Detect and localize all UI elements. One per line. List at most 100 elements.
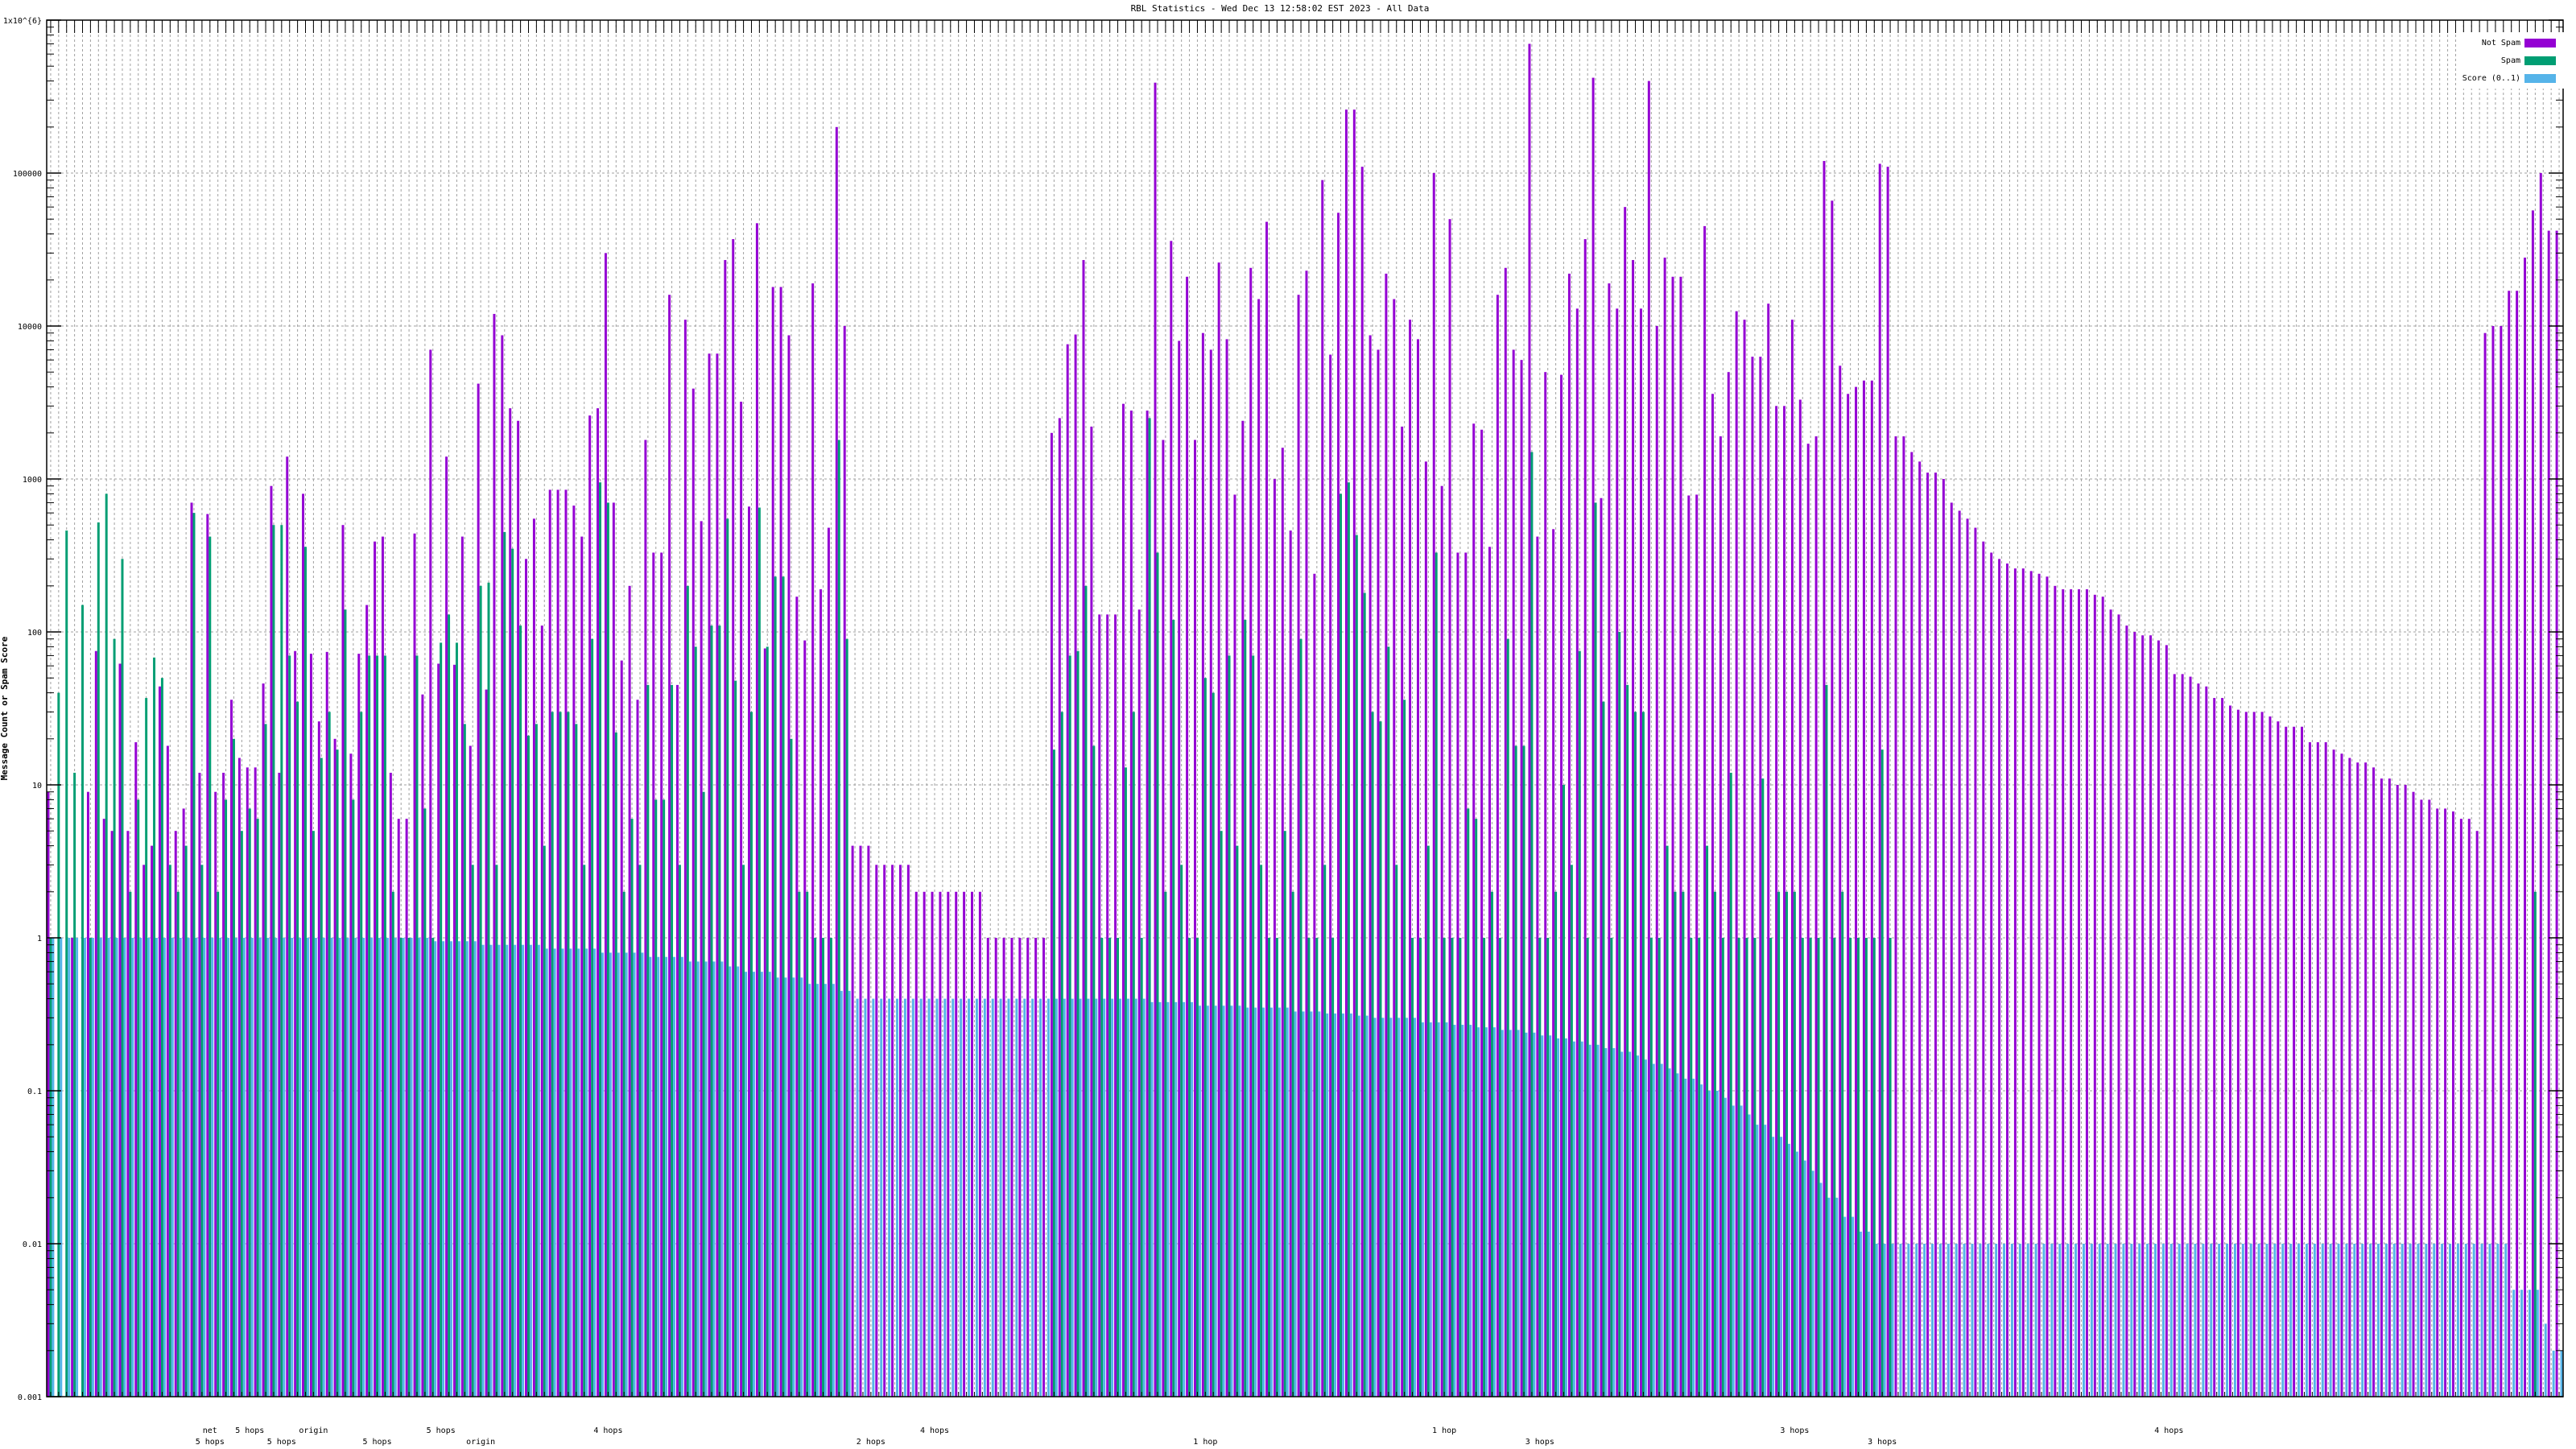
- bar-score: [1421, 1022, 1424, 1397]
- bar-score: [2297, 1244, 2301, 1397]
- bar-not-spam: [2293, 726, 2296, 1397]
- bar-score: [322, 938, 325, 1397]
- bar-not-spam: [1544, 372, 1547, 1397]
- bar-score: [1819, 1183, 1823, 1397]
- bar-spam: [479, 585, 482, 1397]
- bar-not-spam: [1257, 299, 1261, 1397]
- bar-score: [808, 984, 811, 1397]
- bar-score: [1629, 1051, 1632, 1397]
- bar-not-spam: [1337, 213, 1340, 1397]
- bar-spam: [1745, 938, 1748, 1397]
- bar-score: [1724, 1097, 1727, 1397]
- bar-score: [1955, 1244, 1958, 1397]
- bar-score: [481, 944, 485, 1397]
- bar-score: [1668, 1068, 1671, 1397]
- bar-not-spam: [1767, 303, 1770, 1397]
- bar-score: [1079, 998, 1082, 1397]
- bar-spam: [1395, 865, 1398, 1397]
- bar-not-spam: [525, 559, 528, 1397]
- bar-not-spam: [1567, 273, 1571, 1397]
- bar-score: [1381, 1018, 1385, 1397]
- legend-label-spam: Spam: [2501, 56, 2520, 65]
- bar-spam: [1666, 845, 1669, 1397]
- bar-not-spam: [237, 758, 241, 1397]
- bar-score: [2090, 1244, 2093, 1397]
- bar-score: [362, 938, 365, 1397]
- y-tick-label: 1x10^{6}: [3, 17, 42, 26]
- bar-score: [1406, 1018, 1409, 1397]
- bar-spam: [1825, 684, 1828, 1397]
- bar-score: [2098, 1244, 2101, 1397]
- bar-score: [354, 938, 357, 1397]
- bar-score: [625, 952, 628, 1397]
- bar-score: [1437, 1022, 1440, 1397]
- bar-not-spam: [485, 689, 488, 1397]
- bar-not-spam: [1743, 320, 1746, 1397]
- bar-score: [2169, 1244, 2173, 1397]
- bar-spam: [256, 819, 259, 1397]
- bar-score: [529, 944, 532, 1397]
- bar-score: [418, 938, 421, 1397]
- bar-not-spam: [2444, 808, 2447, 1397]
- bar-score: [2042, 1244, 2046, 1397]
- bar-score: [242, 938, 246, 1397]
- bar-score: [2401, 1244, 2404, 1397]
- bar-score: [203, 938, 206, 1397]
- bar-score: [1580, 1041, 1583, 1397]
- bar-spam: [352, 799, 355, 1397]
- x-annotation-label: 5 hops: [196, 1438, 225, 1447]
- bar-score: [1684, 1078, 1687, 1397]
- bar-not-spam: [2412, 791, 2415, 1397]
- bar-not-spam: [1409, 320, 1412, 1397]
- bar-not-spam: [1990, 552, 1993, 1397]
- bar-score: [2146, 1244, 2149, 1397]
- bar-score: [1150, 1001, 1154, 1397]
- bar-not-spam: [1918, 461, 1922, 1397]
- bar-spam: [1132, 712, 1135, 1397]
- bar-score: [2464, 1244, 2467, 1397]
- bar-spam: [97, 522, 100, 1397]
- bar-score: [1103, 998, 1106, 1397]
- bar-score: [2560, 1350, 2563, 1397]
- bar-not-spam: [963, 891, 966, 1397]
- bar-not-spam: [628, 585, 631, 1397]
- bar-spam: [105, 493, 108, 1397]
- bar-score: [1899, 1244, 1902, 1397]
- bar-spam: [694, 646, 697, 1397]
- bar-score: [266, 938, 270, 1397]
- bar-spam: [240, 831, 243, 1397]
- bar-spam: [399, 938, 402, 1397]
- bar-not-spam: [246, 767, 249, 1397]
- bar-spam: [1403, 700, 1406, 1397]
- bar-spam: [774, 576, 777, 1397]
- bar-score: [1637, 1055, 1639, 1397]
- bar-score: [952, 998, 955, 1397]
- bar-score: [123, 938, 126, 1397]
- bar-not-spam: [540, 625, 543, 1397]
- y-tick-label: 100: [27, 629, 42, 638]
- bar-not-spam: [166, 745, 169, 1397]
- bar-not-spam: [110, 831, 114, 1397]
- bar-spam: [638, 865, 642, 1397]
- bar-spam: [1554, 891, 1558, 1397]
- bar-score: [745, 972, 748, 1397]
- bar-score: [211, 938, 214, 1397]
- bar-spam: [1490, 891, 1493, 1397]
- bar-not-spam: [2308, 742, 2311, 1397]
- bar-score: [1803, 1160, 1806, 1397]
- bar-score: [768, 972, 771, 1397]
- bar-not-spam: [986, 938, 989, 1397]
- bar-spam: [1793, 891, 1796, 1397]
- bar-score: [729, 966, 732, 1397]
- bar-spam: [663, 799, 666, 1397]
- bar-score: [1867, 1231, 1870, 1397]
- bar-not-spam: [1488, 547, 1491, 1397]
- bar-score: [2345, 1244, 2348, 1397]
- bar-spam: [503, 531, 506, 1397]
- bar-score: [1748, 1114, 1751, 1397]
- bar-spam: [1435, 552, 1438, 1397]
- bar-not-spam: [397, 819, 400, 1397]
- bar-score: [1835, 1197, 1839, 1397]
- bar-not-spam: [740, 402, 743, 1397]
- bar-spam: [137, 799, 140, 1397]
